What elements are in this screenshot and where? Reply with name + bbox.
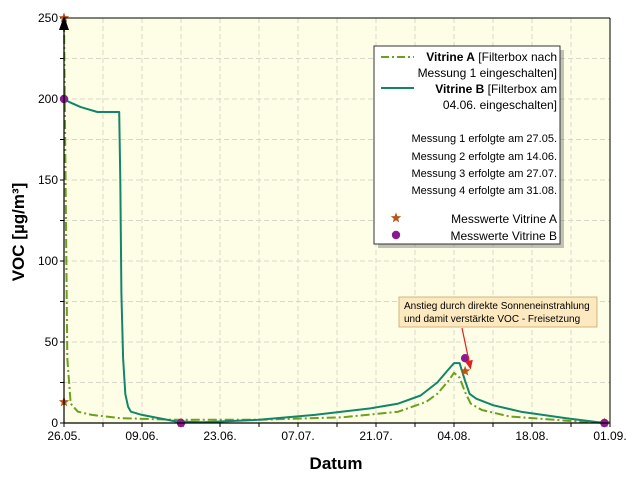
legend-label-messwerte-b: Messwerte Vitrine B: [451, 229, 557, 243]
series-line-vitrine-a: [63, 17, 605, 424]
y-tick-label: 100: [38, 254, 58, 268]
y-tick-label: 150: [38, 173, 58, 187]
legend-label-vitrine-a-line2: Messung 1 eingeschalten]: [418, 66, 557, 80]
legend: Vitrine A [Filterbox nach Messung 1 eing…: [373, 45, 564, 248]
legend-note-4: Messung 4 erfolgte am 31.08.: [411, 185, 557, 197]
marker-vitrine-a: [459, 365, 471, 376]
legend-note-2: Messung 2 erfolgte am 14.06.: [411, 151, 557, 163]
annotation-line-1: Anstieg durch direkte Sonneneinstrahlung: [404, 301, 590, 312]
x-tick-label: 26.05.: [47, 429, 80, 443]
series-lines: [63, 17, 605, 424]
legend-note-3: Messung 3 erfolgte am 27.07.: [411, 168, 557, 180]
x-tick-label: 23.06.: [203, 429, 236, 443]
x-tick-label: 09.06.: [125, 429, 158, 443]
annotation-line-2: und damit verstärkte VOC - Freisetzung: [404, 314, 580, 325]
y-axis-ticks: 0 50 100 150 200 250: [38, 11, 64, 430]
legend-label-vitrine-b-line2: 04.06. eingeschalten]: [443, 98, 557, 112]
annotation: Anstieg durch direkte Sonneneinstrahlung…: [398, 296, 598, 370]
x-tick-label: 04.08.: [437, 429, 470, 443]
x-axis-title: Datum: [310, 454, 363, 473]
y-axis-arrow-icon: [59, 16, 69, 30]
x-tick-label: 21.07.: [359, 429, 392, 443]
legend-note-1: Messung 1 erfolgte am 27.05.: [411, 133, 557, 145]
x-axis-ticks: 26.05. 09.06. 23.06. 07.07. 21.07. 04.08. 18.0…: [47, 423, 627, 443]
annotation-box: [398, 296, 598, 328]
y-axis-title: VOC [µg/m³]: [9, 183, 28, 282]
legend-box: [373, 45, 561, 245]
y-tick-label: 250: [38, 11, 58, 25]
x-tick-label: 01.09.: [593, 429, 626, 443]
legend-circle-icon: [391, 230, 401, 240]
x-tick-label: 18.08.: [515, 429, 548, 443]
y-tick-label: 50: [45, 335, 59, 349]
legend-label-messwerte-a: Messwerte Vitrine A: [451, 212, 557, 226]
annotation-arrow-head: [465, 359, 473, 370]
legend-label-vitrine-a: Vitrine A [Filterbox nach: [426, 50, 557, 64]
legend-label-vitrine-b: Vitrine B [Filterbox am: [435, 82, 557, 96]
axes: [59, 16, 611, 424]
series-line-vitrine-b: [63, 98, 605, 424]
y-tick-label: 0: [51, 416, 58, 430]
annotation-arrow: [461, 327, 470, 361]
y-tick-label: 200: [38, 92, 58, 106]
marker-vitrine-b: [460, 354, 470, 363]
legend-star-icon: [390, 212, 402, 223]
x-tick-label: 07.07.: [281, 429, 314, 443]
